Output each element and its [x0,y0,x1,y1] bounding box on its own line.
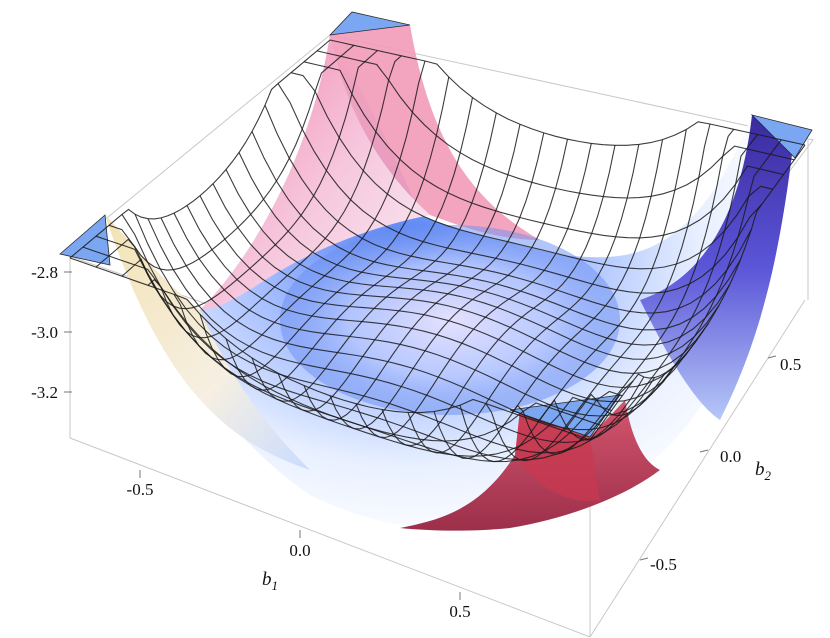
z-tick-label: -3.0 [31,323,58,342]
b2-axis: 0.5 0.0 -0.5 b2 [639,355,801,574]
z-axis: -2.8 -3.0 -3.2 [31,263,72,402]
b2-axis-label: b2 [755,459,772,483]
mesh-line-b2 [277,83,763,294]
mesh-line-b2 [108,224,623,463]
mesh-line-b2 [173,212,677,417]
b1-axis-label: b1 [262,569,278,593]
surface-back-wall-upper [330,25,540,240]
mesh-line-b2 [316,50,795,199]
cap-back [328,11,411,36]
cap-left [59,214,111,266]
mesh-line-b2 [225,169,720,360]
b2-tick-label: 0.5 [780,355,801,374]
mesh-line-b2 [186,205,688,403]
mesh-line-b2 [134,213,645,454]
mesh-line-b2 [147,218,655,443]
mesh-line-b2 [290,72,773,270]
mesh-line-b2 [329,39,806,146]
mesh-line-b2 [264,104,752,314]
cap-right [750,114,813,159]
mesh-line-b2 [238,152,731,346]
surface [59,11,813,531]
b1-tick-label: 0.5 [449,602,470,621]
mesh-line-b2 [212,183,709,374]
mesh-line-b2 [199,195,698,389]
mesh-line-b2 [160,217,666,431]
box-bottom-right [589,299,806,638]
z-tick-label: -3.2 [31,383,58,402]
b1-tick-label: -0.5 [127,480,154,499]
mesh-line-b2 [121,214,634,461]
surface-right-wall [640,115,795,420]
b1-tick-label: 0.0 [289,541,310,560]
b2-tick-mark-1 [767,355,777,359]
mesh-line-b2 [303,61,784,239]
b2-tick-label: -0.5 [650,555,677,574]
mesh-line-b2 [251,131,741,331]
b1-axis: -0.5 0.0 0.5 b1 [127,470,471,621]
b2-tick-label: 0.0 [720,447,741,466]
z-tick-label: -2.8 [31,263,58,282]
mesh-lines-b2 [69,39,806,463]
b2-tick-mark-3 [639,557,649,561]
surface-back-wall [200,35,430,310]
b2-tick-mark-2 [699,449,709,453]
box-bottom-front [69,437,591,638]
